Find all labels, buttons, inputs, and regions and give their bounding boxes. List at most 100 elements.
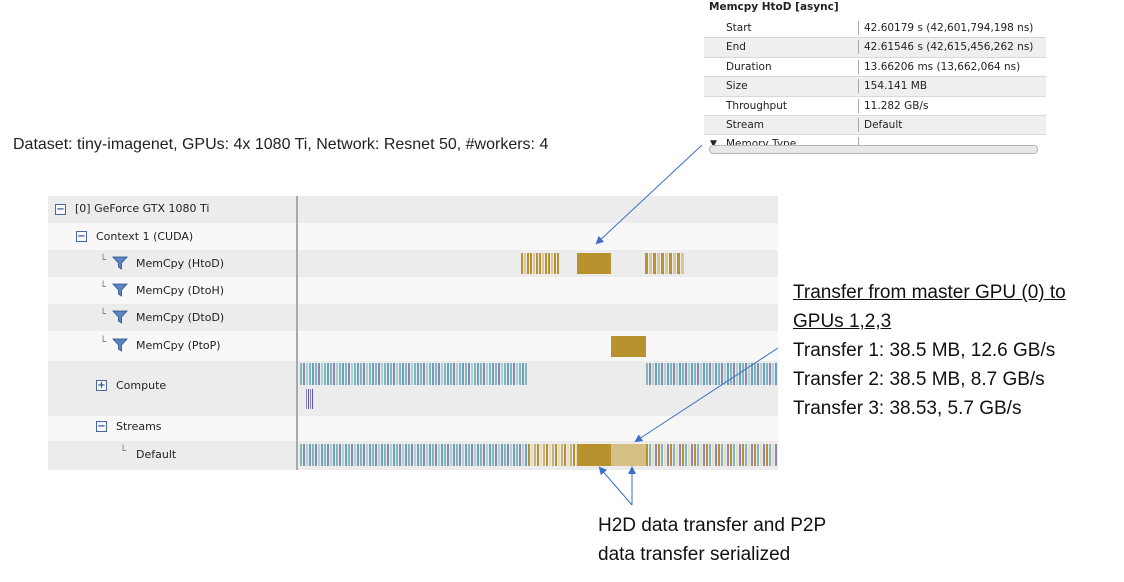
compute-kernel[interactable] — [387, 363, 389, 385]
stream-kernel[interactable] — [456, 444, 458, 466]
stream-kernel[interactable] — [742, 444, 744, 466]
stream-kernel[interactable] — [372, 444, 374, 466]
compute-kernel[interactable] — [730, 363, 732, 385]
compute-kernel[interactable] — [501, 363, 503, 385]
compute-kernel[interactable] — [310, 389, 311, 409]
memcpy-htod-kernel[interactable] — [527, 253, 529, 274]
compute-kernel[interactable] — [414, 363, 416, 385]
stream-kernel[interactable] — [411, 444, 413, 466]
compute-kernel[interactable] — [324, 363, 326, 385]
compute-kernel[interactable] — [308, 389, 309, 409]
stream-kernel[interactable] — [736, 444, 738, 466]
compute-kernel[interactable] — [327, 363, 329, 385]
compute-kernel[interactable] — [688, 363, 690, 385]
property-row-stream[interactable]: Stream Default — [704, 115, 1046, 136]
compute-kernel[interactable] — [766, 363, 768, 385]
stream-kernel[interactable] — [754, 444, 756, 466]
compute-kernel[interactable] — [664, 363, 666, 385]
stream-kernel[interactable] — [447, 444, 449, 466]
memcpy-htod-kernel[interactable] — [653, 253, 656, 274]
compute-kernel[interactable] — [360, 363, 362, 385]
compute-kernel[interactable] — [673, 363, 675, 385]
property-row-throughput[interactable]: Throughput 11.282 GB/s — [704, 97, 1046, 116]
stream-kernel[interactable] — [342, 444, 344, 466]
stream-kernel[interactable] — [348, 444, 350, 466]
compute-kernel[interactable] — [342, 363, 344, 385]
stream-kernel[interactable] — [405, 444, 407, 466]
memcpy-htod-kernel[interactable] — [645, 253, 648, 274]
compute-kernel[interactable] — [402, 363, 404, 385]
stream-kernel[interactable] — [570, 444, 572, 466]
compute-kernel[interactable] — [372, 363, 374, 385]
compute-kernel[interactable] — [504, 363, 506, 385]
compute-kernel[interactable] — [459, 363, 461, 385]
stream-kernel[interactable] — [351, 444, 353, 466]
memcpy-htod-kernel[interactable] — [533, 253, 535, 274]
compute-kernel[interactable] — [736, 363, 738, 385]
compute-kernel[interactable] — [363, 363, 365, 385]
stream-kernel[interactable] — [339, 444, 341, 466]
stream-kernel[interactable] — [450, 444, 452, 466]
memcpy-htod-kernel[interactable] — [530, 253, 532, 274]
memcpy-htod-kernel[interactable] — [542, 253, 544, 274]
stream-kernel[interactable] — [408, 444, 410, 466]
stream-kernel[interactable] — [564, 444, 566, 466]
stream-kernel[interactable] — [429, 444, 431, 466]
compute-kernel[interactable] — [420, 363, 422, 385]
compute-kernel[interactable] — [417, 363, 419, 385]
stream-kernel[interactable] — [676, 444, 678, 466]
compute-kernel[interactable] — [303, 363, 305, 385]
memcpy-htod-kernel[interactable] — [536, 253, 538, 274]
funnel-icon[interactable] — [112, 256, 128, 270]
compute-kernel[interactable] — [408, 363, 410, 385]
stream-kernel[interactable] — [402, 444, 404, 466]
stream-kernel[interactable] — [375, 444, 377, 466]
stream-kernel[interactable] — [769, 444, 771, 466]
compute-kernel[interactable] — [775, 363, 777, 385]
stream-kernel[interactable] — [393, 444, 395, 466]
stream-kernel[interactable] — [537, 444, 539, 466]
stream-kernel[interactable] — [649, 444, 651, 466]
stream-kernel[interactable] — [303, 444, 305, 466]
compute-kernel[interactable] — [474, 363, 476, 385]
stream-kernel[interactable] — [330, 444, 332, 466]
funnel-icon[interactable] — [112, 338, 128, 352]
stream-kernel[interactable] — [501, 444, 503, 466]
memcpy-htod-label[interactable]: MemCpy (HtoD) — [136, 257, 225, 270]
stream-kernel[interactable] — [318, 444, 320, 466]
default-stream-label[interactable]: Default — [136, 448, 177, 461]
compute-kernel[interactable] — [426, 363, 428, 385]
stream-kernel[interactable] — [360, 444, 362, 466]
stream-kernel[interactable] — [354, 444, 356, 466]
compute-kernel[interactable] — [375, 363, 377, 385]
stream-kernel[interactable] — [552, 444, 554, 466]
compute-kernel[interactable] — [429, 363, 431, 385]
stream-kernel[interactable] — [658, 444, 660, 466]
stream-kernel[interactable] — [510, 444, 512, 466]
compute-kernel[interactable] — [447, 363, 449, 385]
stream-kernel[interactable] — [763, 444, 765, 466]
minus-box-icon[interactable]: − — [76, 231, 87, 242]
compute-kernel[interactable] — [366, 363, 368, 385]
stream-kernel[interactable] — [486, 444, 488, 466]
stream-kernel[interactable] — [534, 444, 536, 466]
compute-kernel[interactable] — [309, 363, 311, 385]
compute-kernel[interactable] — [369, 363, 371, 385]
stream-kernel[interactable] — [543, 444, 545, 466]
stream-kernel[interactable] — [435, 444, 437, 466]
compute-kernel[interactable] — [733, 363, 735, 385]
stream-kernel[interactable] — [507, 444, 509, 466]
stream-kernel[interactable] — [646, 444, 648, 466]
compute-kernel[interactable] — [691, 363, 693, 385]
stream-kernel[interactable] — [426, 444, 428, 466]
stream-kernel[interactable] — [573, 444, 575, 466]
compute-kernel[interactable] — [444, 363, 446, 385]
compute-kernel[interactable] — [465, 363, 467, 385]
stream-kernel[interactable] — [381, 444, 383, 466]
stream-kernel[interactable] — [513, 444, 515, 466]
pane-divider[interactable] — [296, 196, 298, 470]
compute-kernel[interactable] — [486, 363, 488, 385]
memcpy-htod-kernel[interactable] — [665, 253, 668, 274]
stream-kernel[interactable] — [504, 444, 506, 466]
memcpy-htod-kernel[interactable] — [554, 253, 556, 274]
